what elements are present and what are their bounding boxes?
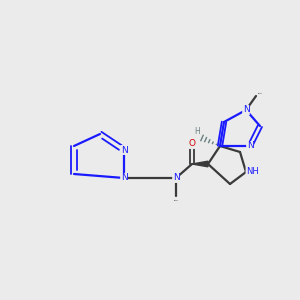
Text: methyl: methyl [258,93,263,94]
Text: N: N [121,146,128,154]
Text: O: O [188,140,196,148]
Text: H: H [194,127,200,136]
Text: N: N [247,142,254,151]
Text: N: N [243,106,249,115]
Text: NH: NH [246,167,259,176]
Text: N: N [121,173,128,182]
Polygon shape [192,161,208,167]
Text: methyl: methyl [174,200,178,201]
Text: N: N [172,173,179,182]
